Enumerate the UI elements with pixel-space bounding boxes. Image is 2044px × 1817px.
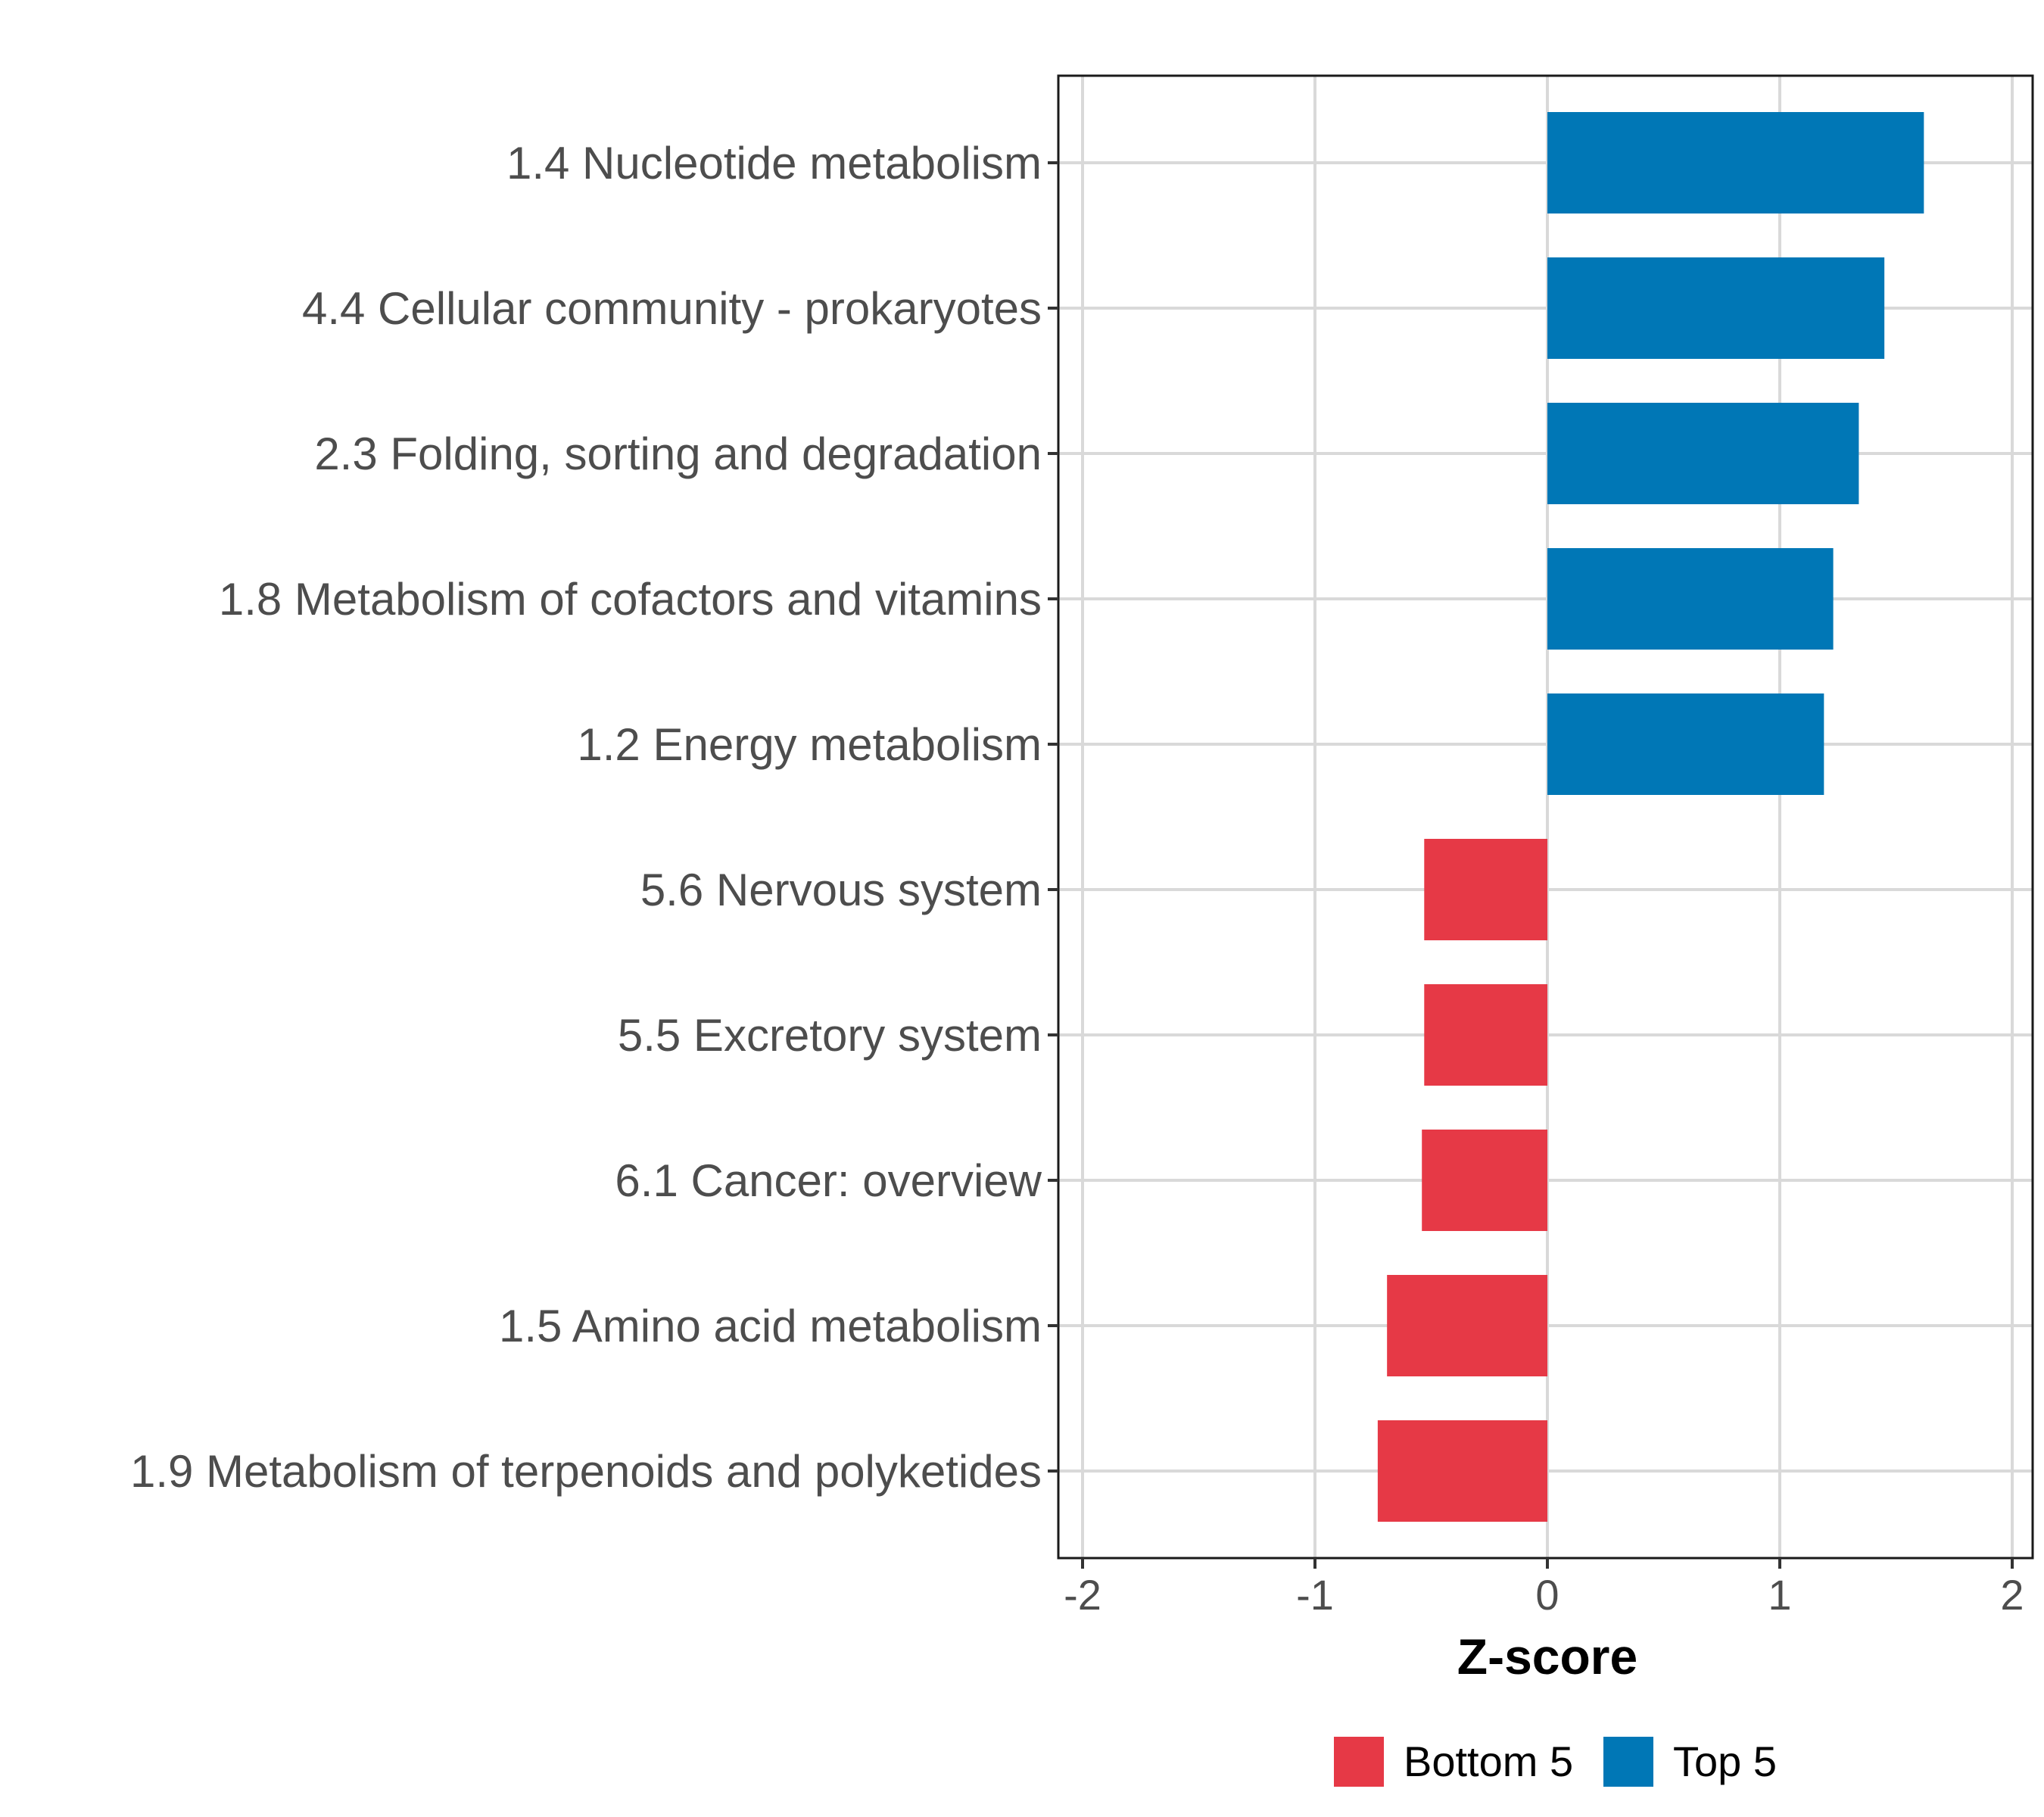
x-tick-label: 0 — [1535, 1571, 1559, 1619]
bar-6 — [1424, 839, 1547, 940]
category-label: 2.3 Folding, sorting and degradation — [314, 429, 1042, 479]
legend-key-1 — [1334, 1737, 1384, 1787]
plot-frame — [1057, 74, 2034, 1560]
x-tick-label: 1 — [1768, 1571, 1791, 1619]
legend-key-2 — [1603, 1737, 1653, 1787]
bar-5 — [1547, 693, 1824, 795]
legend: Bottom 5 Top 5 — [1334, 1737, 1777, 1787]
bar-8 — [1422, 1130, 1547, 1231]
x-tick-label: -1 — [1296, 1571, 1334, 1619]
x-tick-label: -2 — [1064, 1571, 1101, 1619]
category-label: 1.2 Energy metabolism — [577, 719, 1042, 770]
category-label: 1.8 Metabolism of cofactors and vitamins — [219, 574, 1042, 625]
category-label: 6.1 Cancer: overview — [615, 1155, 1042, 1206]
category-label: 5.5 Excretory system — [618, 1010, 1042, 1061]
y-axis: 1.4 Nucleotide metabolism 4.4 Cellular co… — [130, 138, 1058, 1497]
bar-2 — [1547, 257, 1885, 359]
bar-7 — [1424, 984, 1547, 1086]
bar-4 — [1547, 548, 1834, 650]
category-label: 5.6 Nervous system — [640, 865, 1042, 915]
bars — [1377, 112, 1924, 1522]
legend-label: Top 5 — [1673, 1738, 1777, 1785]
x-axis-title: Z-score — [1457, 1628, 1637, 1685]
x-axis: -2 -1 0 1 2 — [1064, 1558, 2024, 1619]
category-label: 1.5 Amino acid metabolism — [499, 1301, 1042, 1351]
legend-label: Bottom 5 — [1404, 1738, 1573, 1785]
category-label: 1.9 Metabolism of terpenoids and polyket… — [130, 1446, 1042, 1497]
category-label: 4.4 Cellular community - prokaryotes — [302, 283, 1042, 334]
x-tick-label: 2 — [2000, 1571, 2024, 1619]
bar-9 — [1387, 1275, 1547, 1376]
bar-3 — [1547, 403, 1859, 504]
bar-1 — [1547, 112, 1924, 213]
category-label: 1.4 Nucleotide metabolism — [506, 138, 1042, 189]
bar-10 — [1377, 1420, 1547, 1522]
